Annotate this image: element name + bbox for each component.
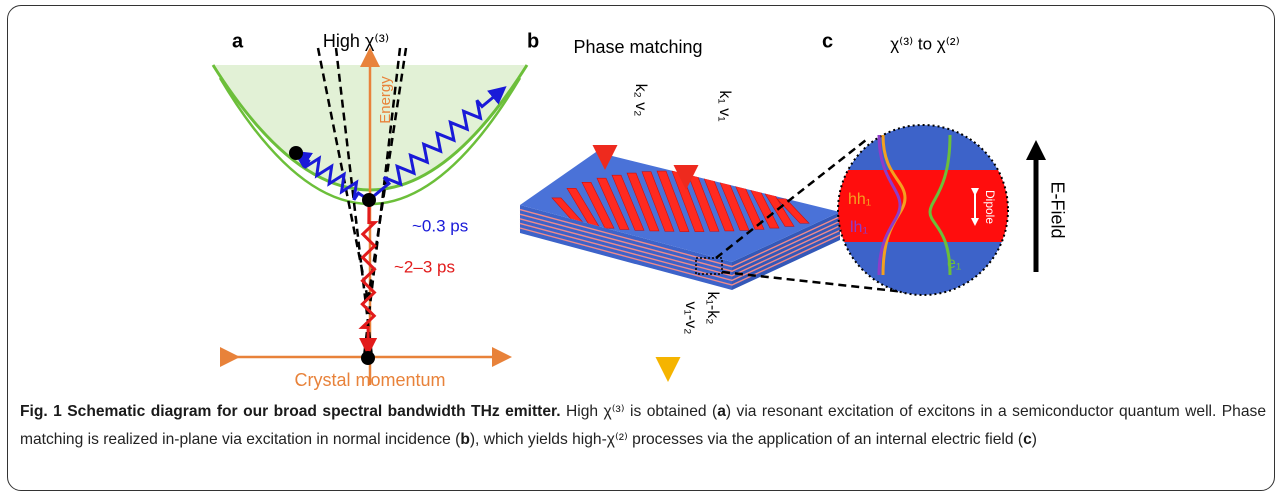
panel-c: c χ⁽³⁾ to χ⁽²⁾ hh₁ lh₁ e₁ Dipole E-Field <box>715 30 1067 296</box>
caption-text: High χ⁽³⁾ is obtained ( <box>566 403 718 420</box>
panel-title: χ⁽³⁾ to χ⁽²⁾ <box>890 34 960 53</box>
caption-text: ) via resonant excitation of excitons in… <box>20 403 1266 448</box>
panel-ref: a <box>717 403 726 420</box>
panel-title: High χ⁽³⁾ <box>323 31 389 51</box>
lh-wavefunction <box>877 134 902 276</box>
panel-ref: c <box>1023 431 1032 448</box>
dipole-label: Dipole <box>983 190 997 224</box>
zoom-line <box>715 139 867 259</box>
grating-line <box>581 182 615 229</box>
field-label: E-Field <box>1047 181 1067 238</box>
grating-line <box>626 172 660 232</box>
relaxation-path <box>292 150 370 202</box>
panel-letter: b <box>527 30 539 52</box>
beam-label: k₁-k₂ <box>704 292 721 325</box>
time-label: ~2–3 ps <box>394 257 455 276</box>
well-layer <box>838 170 1008 242</box>
panel-a: a High χ⁽³⁾ Energy ~0.3 ps ~2–3 ps Cryst… <box>211 30 529 390</box>
panel-letter: a <box>232 30 244 52</box>
recombination-path <box>358 199 379 356</box>
exciton-dot <box>289 146 303 160</box>
hh-wavefunction <box>881 134 907 276</box>
panel-b: b Phase matching k₂ v₂ k₁ v₁ v₁-v₂ k₁-k₂ <box>519 30 841 382</box>
caption-text: ), which yields high-χ⁽²⁾ processes via … <box>469 431 1024 448</box>
caption-text: ) <box>1031 431 1037 448</box>
exciton-dot <box>361 351 375 365</box>
state-label: hh₁ <box>848 191 871 208</box>
zoom-box <box>695 257 723 275</box>
state-label: e₁ <box>947 255 961 272</box>
well-stripe <box>519 227 841 286</box>
beam-label: k₁ v₁ <box>716 90 733 121</box>
panel-ref: b <box>460 431 470 448</box>
beam-label: v₁-v₂ <box>682 302 699 335</box>
grating-line <box>776 198 810 224</box>
beam-label: k₂ v₂ <box>632 84 649 117</box>
time-label: ~0.3 ps <box>412 216 468 235</box>
grating-line <box>656 170 690 232</box>
quantum-wells <box>519 208 841 286</box>
grating-line <box>611 174 645 231</box>
axis-label: Crystal momentum <box>294 370 445 390</box>
exciton-dot <box>362 193 376 207</box>
figure-frame <box>7 5 1275 491</box>
panel-letter: c <box>822 30 833 52</box>
caption-title: Fig. 1 Schematic diagram for our broad s… <box>20 403 561 420</box>
caption: Fig. 1 Schematic diagram for our broad s… <box>20 398 1266 454</box>
well-stripe <box>519 213 841 272</box>
figure: a High χ⁽³⁾ Energy ~0.3 ps ~2–3 ps Cryst… <box>211 30 1067 390</box>
zoom-border <box>837 124 1009 296</box>
e-wavefunction <box>928 134 952 276</box>
state-label: lh₁ <box>850 219 868 236</box>
axis-label: Energy <box>377 76 394 124</box>
relaxation-path <box>368 86 507 202</box>
grating-line <box>641 171 675 232</box>
well-stripe <box>519 218 841 277</box>
grating-line <box>596 177 630 230</box>
well-stripe <box>519 222 841 282</box>
light-cone <box>316 47 408 358</box>
panel-title: Phase matching <box>573 37 702 57</box>
zoom-line <box>721 270 906 294</box>
well-stripe <box>519 208 841 268</box>
